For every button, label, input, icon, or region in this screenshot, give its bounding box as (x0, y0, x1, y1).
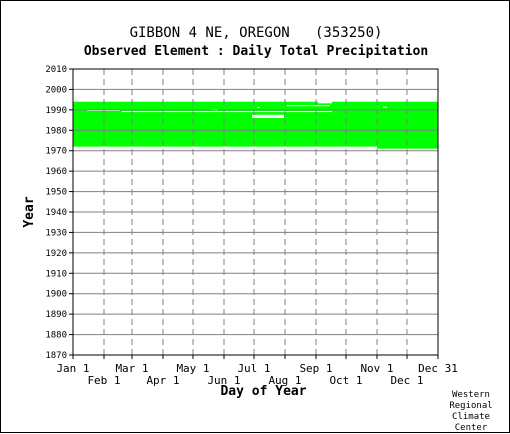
x-tick-label: Nov 1 (360, 362, 393, 375)
x-tick-label: Oct 1 (329, 374, 362, 387)
x-tick-label: Mar 1 (115, 362, 148, 375)
x-tick-label: Aug 1 (268, 374, 301, 387)
chart-subtitle: Observed Element : Daily Total Precipita… (83, 44, 429, 59)
x-tick-label: May 1 (176, 362, 209, 375)
x-tick-label: Apr 1 (146, 374, 179, 387)
credit-line: Western (452, 390, 490, 400)
y-tick-label: 1960 (45, 167, 67, 177)
data-gap (383, 106, 387, 108)
y-tick-label: 2000 (45, 85, 67, 95)
y-tick-label: 1890 (45, 310, 67, 320)
credit-line: Regional (449, 401, 493, 411)
x-tick-label: Jun 1 (207, 374, 240, 387)
y-tick-label: 1920 (45, 249, 67, 259)
x-tick-label: Feb 1 (87, 374, 120, 387)
y-axis-label: Year (22, 196, 37, 227)
data-gap (287, 105, 330, 107)
y-tick-label: 1880 (45, 331, 67, 341)
y-tick-label: 1930 (45, 228, 67, 238)
y-tick-label: 1900 (45, 290, 67, 300)
chart-title: GIBBON 4 NE, OREGON (353250) (129, 25, 383, 41)
y-tick-label: 1940 (45, 208, 67, 218)
credit-line: Climate (452, 412, 490, 422)
x-tick-label: Dec 1 (390, 374, 423, 387)
y-tick-label: 1970 (45, 147, 67, 157)
data-gap (257, 106, 260, 108)
y-tick-label: 1980 (45, 126, 67, 136)
data-coverage-block (73, 101, 377, 147)
credit-block: Western Regional Climate Center (447, 390, 495, 434)
data-gap (318, 101, 332, 104)
x-tick-label: Jul 1 (237, 362, 270, 375)
y-tick-label: 1910 (45, 269, 67, 279)
data-gap (122, 111, 332, 113)
x-tick-label: Sep 1 (299, 362, 332, 375)
y-tick-label: 1990 (45, 106, 67, 116)
x-tick-label: Dec 31 (418, 362, 458, 375)
y-tick-label: 2010 (45, 65, 67, 75)
data-gap (252, 114, 284, 119)
y-tick-label: 1870 (45, 351, 67, 361)
x-axis-label: Day of Year (220, 384, 306, 399)
y-tick-label: 1950 (45, 188, 67, 198)
x-tick-label: Jan 1 (56, 362, 89, 375)
credit-line: Center (454, 423, 488, 433)
